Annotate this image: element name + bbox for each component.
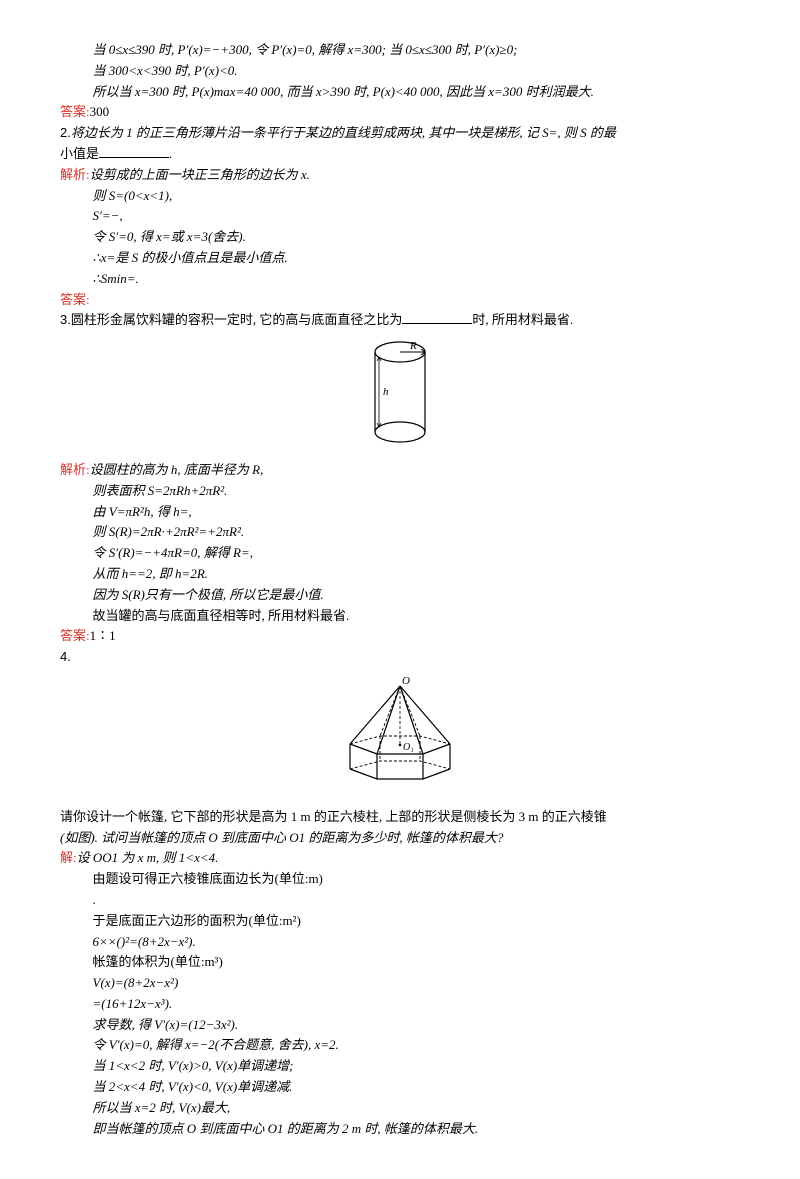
q3-jx7: 因为 S(R)只有一个极值, 所以它是最小值. [60, 585, 740, 606]
q4-s4: 于是底面正六边形的面积为(单位:m²) [60, 911, 740, 932]
text: 当 2<x<4 时, V′(x)<0, V(x)单调递减. [93, 1079, 293, 1094]
q1-answer-line: 答案:300 [60, 102, 740, 123]
q4-s7: V(x)=(8+2x−x²) [60, 973, 740, 994]
blank-field [402, 310, 472, 324]
q3-stem: 3.圆柱形金属饮料罐的容积一定时, 它的高与底面直径之比为 时, 所用材料最省. [60, 310, 740, 331]
q2-jiexi: 解析:设剪成的上面一块正三角形的边长为 x. [60, 165, 740, 186]
q2-stem: 2.将边长为 1 的正三角形薄片沿一条平行于某边的直线剪成两块, 其中一块是梯形… [60, 123, 740, 144]
blank-field [99, 144, 169, 158]
svg-text:h: h [383, 386, 389, 398]
q4-s6: 帐篷的体积为(单位:m³) [60, 952, 740, 973]
q2-answer-line: 答案: [60, 290, 740, 311]
text: 故当罐的高与底面直径相等时, 所用材料最省. [93, 608, 350, 623]
q4-s12: 当 2<x<4 时, V′(x)<0, V(x)单调递减. [60, 1077, 740, 1098]
q3-jx8: 故当罐的高与底面直径相等时, 所用材料最省. [60, 606, 740, 627]
question-number: 2. [60, 125, 71, 140]
text: . [93, 892, 96, 907]
text: 请你设计一个帐篷, 它下部的形状是高为 1 m 的正六棱柱, 上部的形状是侧棱长… [60, 809, 607, 824]
q4-s10: 令 V′(x)=0, 解得 x=−2(不合题意, 舍去), x=2. [60, 1035, 740, 1056]
q2-stem-2: 小值是. [60, 144, 740, 165]
text: 6××()²=(8+2x−x²). [93, 934, 196, 949]
jx1: 设剪成的上面一块正三角形的边长为 x. [90, 167, 310, 182]
q4-stem1: 请你设计一个帐篷, 它下部的形状是高为 1 m 的正六棱柱, 上部的形状是侧棱长… [60, 807, 740, 828]
q4-s2: 由题设可得正六棱锥底面边长为(单位:m) [60, 869, 740, 890]
q2-jx6: ∴Smin=. [60, 269, 740, 290]
q4-s14: 即当帐篷的顶点 O 到底面中心 O1 的距离为 2 m 时, 帐篷的体积最大. [60, 1119, 740, 1140]
stem-c: . [169, 146, 172, 161]
q4-jie: 解:设 OO1 为 x m, 则 1<x<4. [60, 848, 740, 869]
q4-s9: 求导数, 得 V′(x)=(12−3x²). [60, 1015, 740, 1036]
svg-text:R: R [409, 340, 417, 352]
answer-label: 答案: [60, 628, 90, 643]
text: (如图). 试问当帐篷的顶点 O 到底面中心 O1 的距离为多少时, 帐篷的体积… [60, 830, 503, 845]
text: ∴x=是 S 的极小值点且是最小值点. [93, 250, 288, 265]
answer-value: 1∶1 [90, 628, 116, 643]
s1: 设 OO1 为 x m, 则 1<x<4. [77, 850, 219, 865]
stem-a: 将边长为 1 的正三角形薄片沿一条平行于某边的直线剪成两块, 其中一块是梯形, … [71, 125, 616, 140]
q4-stem2: (如图). 试问当帐篷的顶点 O 到底面中心 O1 的距离为多少时, 帐篷的体积… [60, 828, 740, 849]
question-number: 3. [60, 312, 71, 327]
question-number: 4. [60, 649, 71, 664]
q2-jx4: 令 S′=0, 得 x=或 x=3(舍去). [60, 227, 740, 248]
q2-jx3: S′=−, [60, 206, 740, 227]
text: 由 V=πR²h, 得 h=, [93, 504, 192, 519]
jiexi-label: 解析: [60, 167, 90, 182]
answer-label: 答案: [60, 292, 90, 307]
text: 则 S=(0<x<1), [93, 188, 173, 203]
q3-answer-line: 答案:1∶1 [60, 626, 740, 647]
q3-jx2: 则表面积 S=2πRh+2πR². [60, 481, 740, 502]
text: 则 S(R)=2πR·+2πR²=+2πR². [93, 524, 245, 539]
q3-jx4: 则 S(R)=2πR·+2πR²=+2πR². [60, 522, 740, 543]
text: 所以当 x=300 时, P(x)max=40 000, 而当 x>390 时,… [93, 84, 594, 99]
q4-num: 4. [60, 647, 740, 668]
svg-text:O: O [402, 675, 410, 687]
answer-value: 300 [90, 104, 110, 119]
stem-b: 时, 所用材料最省. [472, 312, 573, 327]
text: 令 S′(R)=−+4πR=0, 解得 R=, [93, 545, 253, 560]
cylinder-figure: R h [60, 337, 740, 454]
tent-icon: O O₁ [330, 674, 470, 794]
text: 即当帐篷的顶点 O 到底面中心 O1 的距离为 2 m 时, 帐篷的体积最大. [93, 1121, 479, 1136]
q3-jiexi: 解析:设圆柱的高为 h, 底面半径为 R, [60, 460, 740, 481]
text: V(x)=(8+2x−x²) [93, 975, 179, 990]
text: 从而 h==2, 即 h=2R. [93, 566, 209, 581]
svg-text:O₁: O₁ [403, 742, 414, 753]
text: 帐篷的体积为(单位:m³) [93, 954, 223, 969]
q2-jx5: ∴x=是 S 的极小值点且是最小值点. [60, 248, 740, 269]
text: 令 S′=0, 得 x=或 x=3(舍去). [93, 229, 246, 244]
text: 所以当 x=2 时, V(x)最大, [93, 1100, 231, 1115]
q3-jx3: 由 V=πR²h, 得 h=, [60, 502, 740, 523]
jie-label: 解: [60, 850, 77, 865]
q1-line2: 当 300<x<390 时, P′(x)<0. [60, 61, 740, 82]
text: S′=−, [93, 208, 123, 223]
q4-s5: 6××()²=(8+2x−x²). [60, 932, 740, 953]
q4-s11: 当 1<x<2 时, V′(x)>0, V(x)单调递增; [60, 1056, 740, 1077]
text: 于是底面正六边形的面积为(单位:m²) [93, 913, 301, 928]
tent-figure: O O₁ [60, 674, 740, 801]
q3-jx5: 令 S′(R)=−+4πR=0, 解得 R=, [60, 543, 740, 564]
text: ∴Smin=. [93, 271, 139, 286]
text: 令 V′(x)=0, 解得 x=−2(不合题意, 舍去), x=2. [93, 1037, 339, 1052]
text: 当 1<x<2 时, V′(x)>0, V(x)单调递增; [93, 1058, 294, 1073]
q2-jx2: 则 S=(0<x<1), [60, 186, 740, 207]
q4-s13: 所以当 x=2 时, V(x)最大, [60, 1098, 740, 1119]
text: 由题设可得正六棱锥底面边长为(单位:m) [93, 871, 323, 886]
text: =(16+12x−x³). [93, 996, 173, 1011]
text: 求导数, 得 V′(x)=(12−3x²). [93, 1017, 239, 1032]
text: 当 300<x<390 时, P′(x)<0. [93, 63, 238, 78]
text: 则表面积 S=2πRh+2πR². [93, 483, 228, 498]
q1-line3: 所以当 x=300 时, P(x)max=40 000, 而当 x>390 时,… [60, 82, 740, 103]
answer-label: 答案: [60, 104, 90, 119]
stem-a: 圆柱形金属饮料罐的容积一定时, 它的高与底面直径之比为 [71, 312, 403, 327]
q1-line1: 当 0≤x≤390 时, P′(x)=−+300, 令 P′(x)=0, 解得 … [60, 40, 740, 61]
jiexi-label: 解析: [60, 462, 90, 477]
q4-s3: . [60, 890, 740, 911]
q3-jx6: 从而 h==2, 即 h=2R. [60, 564, 740, 585]
jx1: 设圆柱的高为 h, 底面半径为 R, [90, 462, 264, 477]
cylinder-icon: R h [365, 337, 435, 447]
text: 因为 S(R)只有一个极值, 所以它是最小值. [93, 587, 324, 602]
q4-s8: =(16+12x−x³). [60, 994, 740, 1015]
text: 当 0≤x≤390 时, P′(x)=−+300, 令 P′(x)=0, 解得 … [93, 42, 518, 57]
stem-b: 小值是 [60, 146, 99, 161]
